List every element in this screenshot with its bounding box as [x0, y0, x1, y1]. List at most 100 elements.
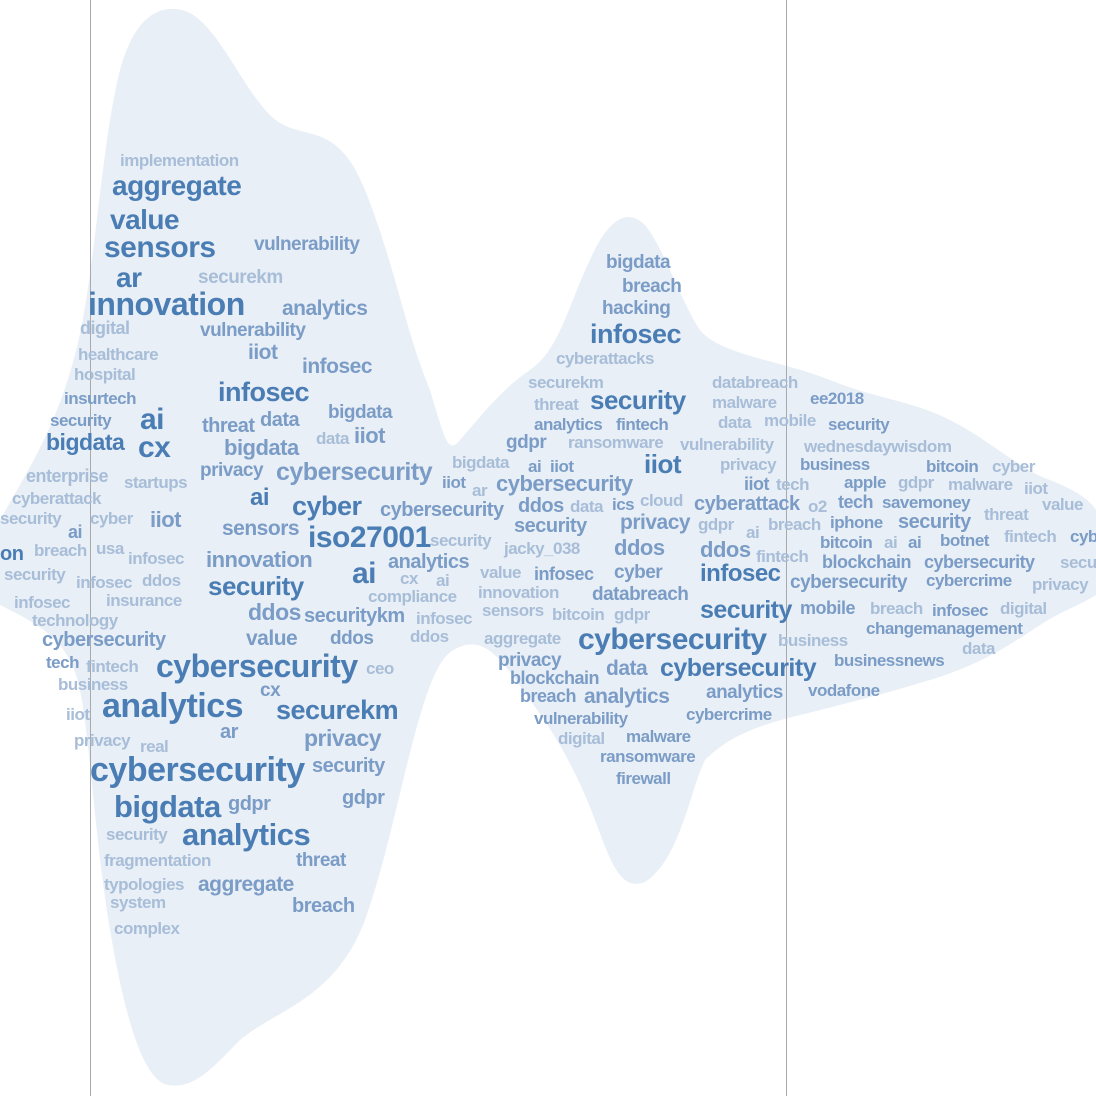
- cloud-word: on: [0, 543, 24, 565]
- cloud-word: data: [606, 656, 648, 680]
- cloud-word: startups: [124, 472, 188, 492]
- cloud-word: security: [898, 511, 971, 533]
- cloud-word: value: [110, 204, 180, 235]
- cloud-word: value: [246, 626, 298, 650]
- cloud-word: innovation: [88, 286, 245, 322]
- cloud-word: vulnerability: [534, 708, 628, 728]
- cloud-word: innovation: [206, 547, 313, 572]
- cloud-word: analytics: [102, 687, 244, 725]
- cloud-word: cybersecurity: [790, 571, 908, 593]
- cloud-word: value: [480, 562, 521, 582]
- cloud-word: business: [800, 454, 870, 474]
- cloud-word: ddos: [518, 495, 564, 517]
- cloud-word: breach: [622, 275, 682, 297]
- cloud-word: threat: [202, 415, 255, 437]
- cloud-word: aggregate: [112, 170, 242, 201]
- cloud-word: cybercrime: [926, 570, 1012, 590]
- cloud-word: bitcoin: [926, 456, 979, 476]
- cloud-word: cybersecurity: [90, 751, 305, 789]
- cloud-word: bigdata: [452, 452, 509, 472]
- cloud-word: healthcare: [78, 344, 159, 364]
- cloud-word: ai: [528, 456, 542, 476]
- cloud-word: cx: [260, 679, 281, 701]
- cloud-word: analytics: [584, 684, 670, 708]
- cloud-word: infosec: [218, 376, 310, 407]
- cloud-word: analytics: [534, 414, 603, 434]
- cloud-word: implementation: [120, 150, 239, 170]
- cloud-word: ai: [908, 532, 922, 552]
- cloud-word: threat: [984, 504, 1029, 524]
- cloud-word: iiot: [248, 340, 278, 364]
- cloud-word: privacy: [74, 730, 131, 750]
- cloud-word: ai: [884, 532, 898, 552]
- cloud-word: fragmentation: [104, 850, 211, 870]
- cloud-word: iiot: [354, 423, 386, 448]
- cloud-word: cybersecurity: [276, 457, 433, 486]
- cloud-word: ai: [250, 484, 270, 511]
- cloud-word: cyber: [614, 561, 663, 583]
- cloud-word: cybersecurity: [496, 471, 633, 496]
- cloud-word: cybersecurity: [578, 623, 767, 656]
- cloud-word: security: [208, 571, 304, 601]
- cloud-word: breach: [520, 686, 577, 706]
- cloud-word: compliance: [368, 586, 457, 606]
- cloud-word: cyber: [992, 456, 1035, 476]
- cloud-word: cloud: [640, 490, 683, 510]
- cloud-word: insurance: [106, 590, 182, 610]
- cloud-word: infosec: [128, 548, 185, 568]
- cloud-word: changemanagement: [866, 618, 1023, 638]
- cloud-word: ddos: [410, 626, 449, 646]
- cloud-word: fintech: [756, 546, 809, 566]
- cloud-word: infosec: [76, 572, 133, 592]
- cloud-word: ar: [472, 480, 488, 500]
- cloud-word: ddos: [142, 570, 181, 590]
- cloud-word: ransomware: [600, 746, 696, 766]
- cloud-word: gdpr: [698, 514, 734, 534]
- cloud-word: analytics: [388, 551, 470, 573]
- cloud-word: secu: [1060, 552, 1096, 572]
- cloud-word: firewall: [616, 768, 671, 788]
- cloud-word: mobile: [800, 598, 856, 618]
- cloud-word: security: [700, 595, 792, 624]
- cloud-word: savemoney: [882, 492, 971, 512]
- cloud-word: databreach: [592, 583, 689, 605]
- cloud-word: gdpr: [506, 431, 547, 453]
- cloud-word: ai: [352, 557, 377, 590]
- cloud-word: security: [50, 410, 112, 430]
- cloud-word: ee2018: [810, 388, 864, 408]
- cloud-word: cyberattacks: [556, 348, 654, 368]
- cloud-word: bitcoin: [820, 532, 873, 552]
- cloud-word: blockchain: [822, 552, 912, 572]
- cloud-word: hacking: [602, 297, 671, 319]
- cloud-word: iiot: [1024, 478, 1048, 498]
- cloud-word: cyberattack: [694, 493, 800, 515]
- cloud-word: bitcoin: [552, 604, 605, 624]
- cloud-word: tech: [46, 652, 79, 672]
- cloud-word: wednesdaywisdom: [804, 436, 952, 456]
- cloud-word: bigdata: [328, 401, 393, 423]
- cloud-word: ai: [436, 570, 450, 590]
- cloud-word: sensors: [482, 600, 544, 620]
- cloud-word: aggregate: [198, 872, 294, 896]
- cloud-word: o2: [808, 496, 827, 516]
- cloud-word: cybercrime: [686, 704, 772, 724]
- cloud-word: vulnerability: [200, 319, 306, 341]
- cloud-word: privacy: [498, 649, 562, 671]
- cloud-word: innovation: [478, 582, 559, 602]
- cloud-word: system: [110, 892, 166, 912]
- cloud-word: analytics: [706, 681, 783, 703]
- cloud-word: security: [430, 530, 492, 550]
- cloud-word: data: [962, 638, 995, 658]
- cloud-word: analytics: [282, 296, 368, 320]
- cloud-word: ai: [746, 522, 760, 542]
- cloud-word: ddos: [614, 535, 665, 560]
- cloud-word: ddos: [330, 627, 374, 649]
- cloud-word: value: [1042, 494, 1083, 514]
- cloud-word: vulnerability: [254, 233, 360, 255]
- cloud-word: infosec: [302, 354, 373, 378]
- cloud-word: breach: [870, 598, 923, 618]
- guide-line-left: [90, 0, 91, 1096]
